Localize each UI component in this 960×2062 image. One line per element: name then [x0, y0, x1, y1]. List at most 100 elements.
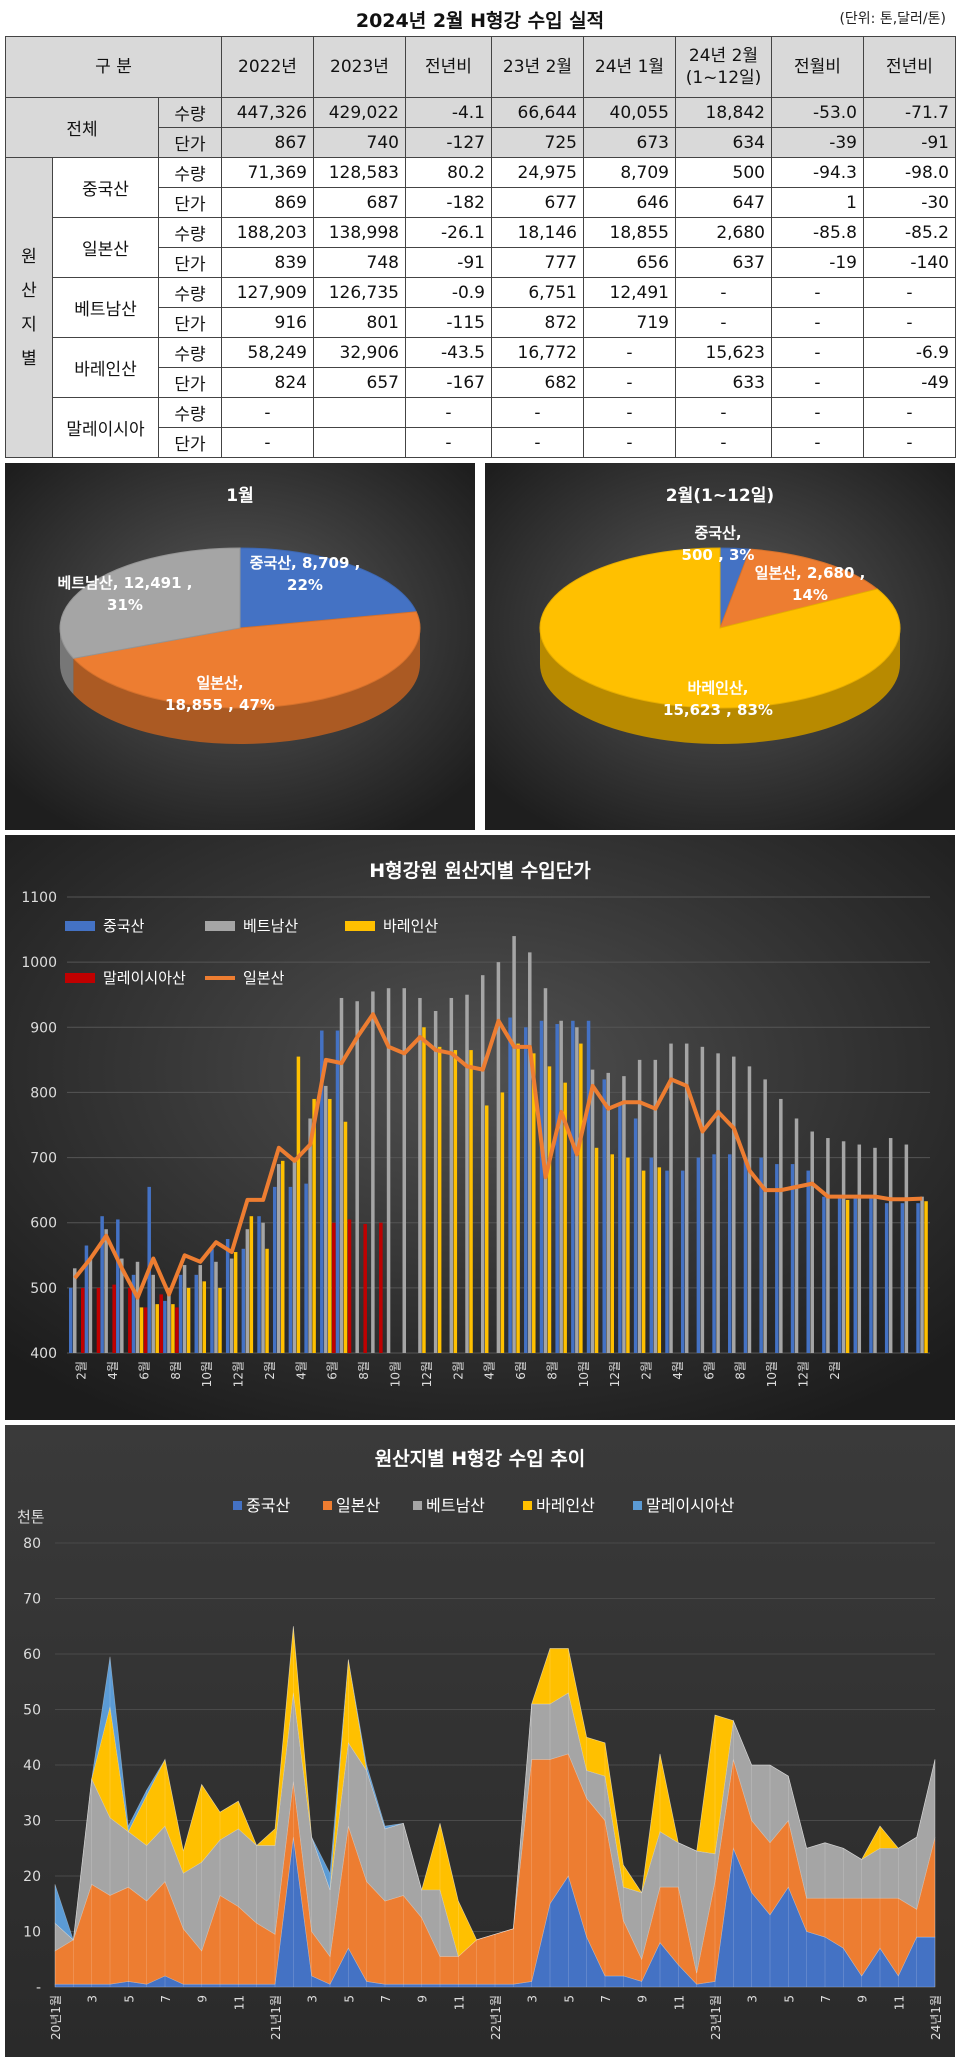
x-tick-label: 2월 [75, 1361, 89, 1380]
metric-label: 단가 [158, 187, 222, 218]
table-cell [313, 397, 406, 428]
price-bar [712, 1154, 716, 1353]
price-bar [433, 1011, 438, 1353]
table-cell: - [221, 397, 314, 428]
pie-title: 2월(1~12일) [666, 486, 774, 506]
table-cell: 188,203 [221, 217, 314, 248]
price-bar [386, 988, 391, 1353]
row-group-label: 일본산 [52, 217, 159, 278]
x-tick-label: 7 [819, 1995, 833, 2003]
pie-data-label: 15,623 , 83% [663, 701, 773, 719]
y-tick-label: 30 [23, 1814, 41, 1830]
pie-data-label: 바레인산, [688, 679, 749, 697]
table-cell: -140 [863, 247, 956, 278]
origin-label-char: 별 [21, 348, 37, 369]
table-cell: -39 [771, 127, 864, 158]
row-group-label: 베트남산 [52, 277, 159, 338]
area-series [54, 1692, 936, 1974]
table-cell: -30 [863, 187, 956, 218]
price-bar [320, 1030, 324, 1353]
x-tick-label: 21년1월 [269, 1995, 283, 2040]
table-cell: -91 [405, 247, 492, 278]
table-cell: 657 [313, 367, 406, 398]
table-cell: 777 [491, 247, 584, 278]
price-bar [853, 1196, 858, 1353]
metric-label: 수량 [158, 157, 222, 188]
x-tick-label: 8월 [169, 1361, 183, 1380]
legend-swatch [345, 921, 375, 931]
price-bar [241, 1248, 246, 1353]
price-bar [888, 1138, 893, 1353]
price-bar [112, 1284, 116, 1353]
x-tick-label: 9 [196, 1995, 210, 2003]
price-bar [841, 1141, 846, 1353]
x-tick-label: 10월 [765, 1361, 779, 1387]
table-cell: 447,326 [221, 97, 314, 128]
pie-panel-jan: 1월 중국산, 8,709 , 22% 일본산, 18,855 , 47% 베트남산, 1… [5, 463, 475, 830]
x-tick-label: 3 [86, 1995, 100, 2003]
price-bar [779, 1098, 783, 1353]
price-bar [296, 1056, 301, 1353]
table-cell: - [583, 427, 676, 458]
y-tick-label: 10 [23, 1925, 41, 1941]
price-bar [139, 1307, 144, 1353]
pie-data-label: 31% [107, 596, 143, 614]
x-tick-label: 4월 [106, 1361, 120, 1380]
y-tick-label: 500 [30, 1281, 57, 1297]
table-cell: 646 [583, 187, 676, 218]
pie-slice [59, 547, 241, 659]
metric-label: 단가 [158, 307, 222, 338]
header: 2024년 2월 H형강 수입 실적 (단위: 톤,달러/톤) [0, 0, 960, 36]
table-cell: 40,055 [583, 97, 676, 128]
price-bar [826, 1138, 830, 1353]
price-bar [586, 1020, 591, 1353]
price-bar [272, 1186, 277, 1353]
price-bar [182, 1265, 187, 1353]
price-bar [202, 1281, 207, 1353]
pie-slice [539, 547, 901, 709]
table-cell: 18,146 [491, 217, 584, 248]
price-bar [649, 1157, 654, 1353]
price-bar [465, 994, 469, 1353]
table-cell: 80.2 [405, 157, 492, 188]
pie-slice-side [540, 628, 900, 744]
y-tick-label: - [36, 1980, 41, 1996]
table-cell: -6.9 [863, 337, 956, 368]
price-bar [69, 1287, 73, 1353]
price-bar [229, 1258, 234, 1353]
table-cell: - [863, 277, 956, 308]
price-bar [728, 1154, 732, 1353]
y-tick-label: 1000 [21, 955, 57, 971]
table-cell: 32,906 [313, 337, 406, 368]
table-cell: -167 [405, 367, 492, 398]
total-label: 전체 [5, 97, 159, 158]
price-bar [402, 988, 407, 1353]
price-bar [732, 1056, 736, 1353]
price-bar [233, 1252, 238, 1353]
table-cell: - [771, 397, 864, 428]
pie-chart-feb: 2월(1~12일) 중국산, 500 , 3%일본산, 2,680 , 14% 바레인산… [485, 463, 955, 830]
legend-label: 바레인산 [536, 1496, 595, 1515]
y-tick-label: 20 [23, 1869, 41, 1885]
price-bar [312, 1098, 316, 1353]
origin-label-char: 원 [21, 246, 37, 267]
table-cell: 8,709 [583, 157, 676, 188]
table-row: 단가 - - - - - - - [6, 427, 956, 458]
table-cell: 677 [491, 187, 584, 218]
price-bar [500, 1092, 505, 1353]
price-bar [775, 1164, 779, 1353]
metric-label: 수량 [158, 217, 222, 248]
price-bar [308, 1118, 312, 1353]
x-tick-label: 22년1월 [489, 1995, 503, 2040]
metric-label: 수량 [158, 277, 222, 308]
col-header: 전년비 [405, 36, 492, 98]
price-bar [292, 1157, 297, 1353]
price-bar [339, 997, 344, 1353]
price-bar [884, 1203, 889, 1353]
table-cell: 839 [221, 247, 314, 278]
table-cell: 719 [583, 307, 676, 338]
table-cell: 725 [491, 127, 584, 158]
table-cell: - [491, 397, 584, 428]
price-bar [532, 1053, 536, 1353]
